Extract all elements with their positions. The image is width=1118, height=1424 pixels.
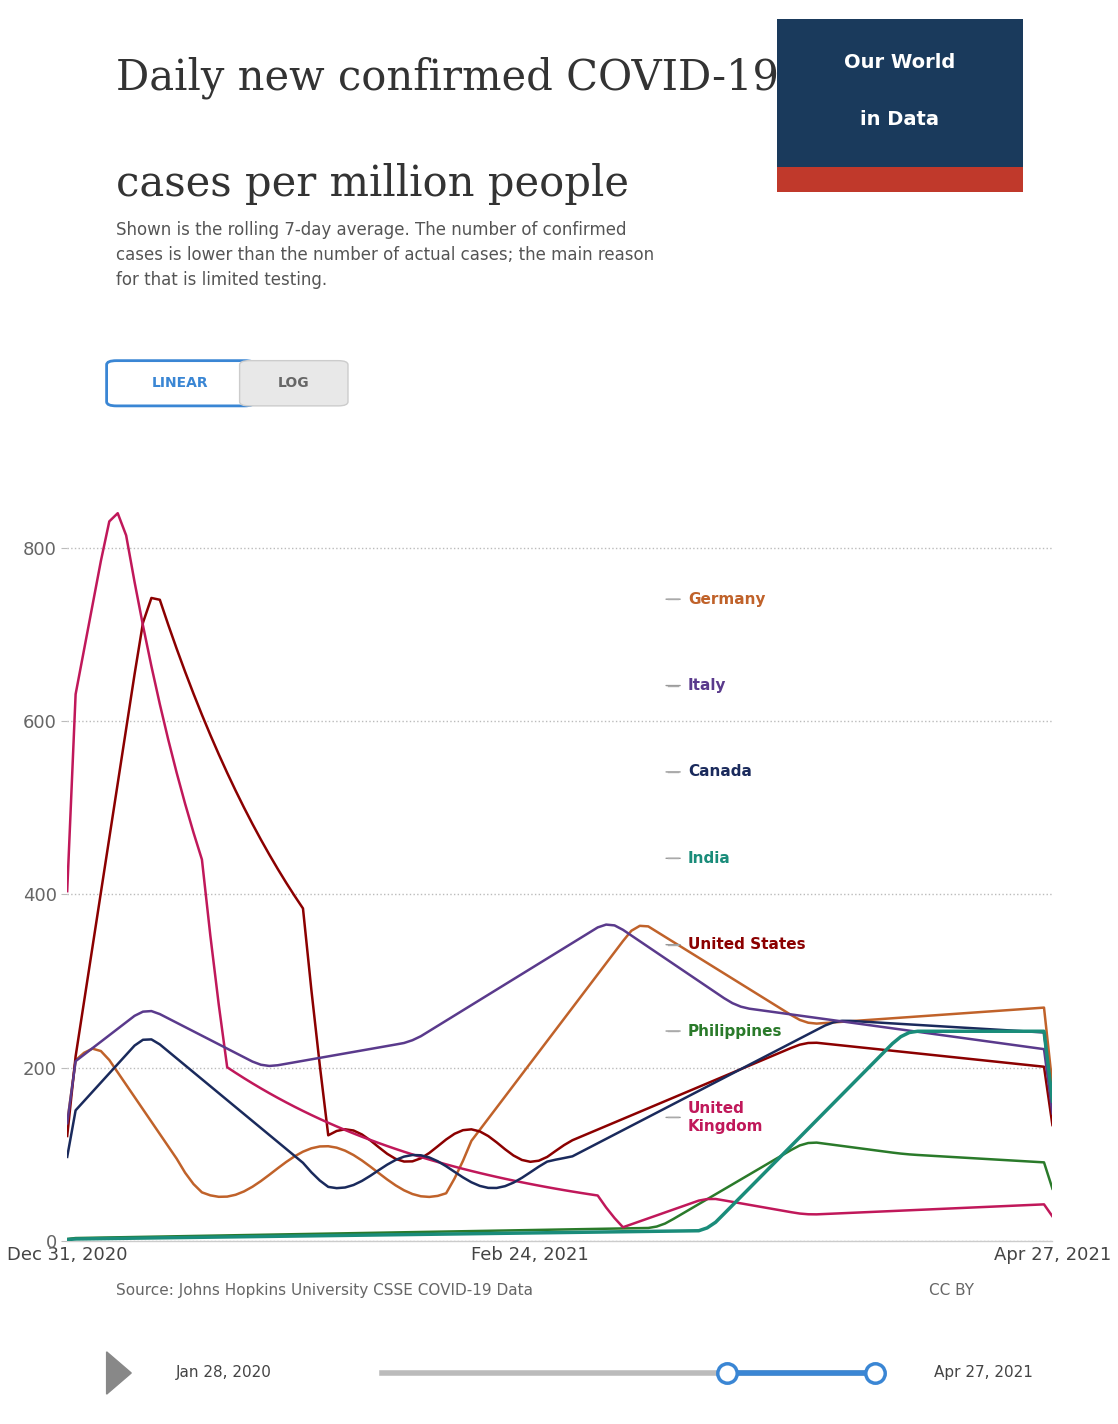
Text: India: India (688, 850, 731, 866)
Text: Source: Johns Hopkins University CSSE COVID-19 Data: Source: Johns Hopkins University CSSE CO… (116, 1283, 533, 1297)
FancyBboxPatch shape (106, 360, 255, 406)
FancyBboxPatch shape (239, 360, 348, 406)
Text: Shown is the rolling 7-day average. The number of confirmed
cases is lower than : Shown is the rolling 7-day average. The … (116, 221, 654, 289)
Text: Apr 27, 2021: Apr 27, 2021 (935, 1366, 1033, 1380)
Text: LOG: LOG (278, 376, 310, 390)
Text: United States: United States (688, 937, 805, 953)
FancyBboxPatch shape (777, 20, 1023, 192)
Text: Daily new confirmed COVID-19: Daily new confirmed COVID-19 (116, 57, 779, 98)
Text: Germany: Germany (688, 592, 766, 607)
FancyBboxPatch shape (777, 168, 1023, 192)
Text: Philippines: Philippines (688, 1024, 783, 1038)
Text: Canada: Canada (688, 765, 751, 779)
Text: CC BY: CC BY (929, 1283, 974, 1297)
Text: LINEAR: LINEAR (152, 376, 209, 390)
Text: Italy: Italy (688, 678, 727, 693)
Polygon shape (106, 1351, 131, 1394)
Text: in Data: in Data (860, 110, 939, 130)
Text: United
Kingdom: United Kingdom (688, 1101, 764, 1134)
Text: cases per million people: cases per million people (116, 164, 629, 205)
Text: Our World: Our World (844, 53, 956, 73)
Text: Jan 28, 2020: Jan 28, 2020 (176, 1366, 272, 1380)
